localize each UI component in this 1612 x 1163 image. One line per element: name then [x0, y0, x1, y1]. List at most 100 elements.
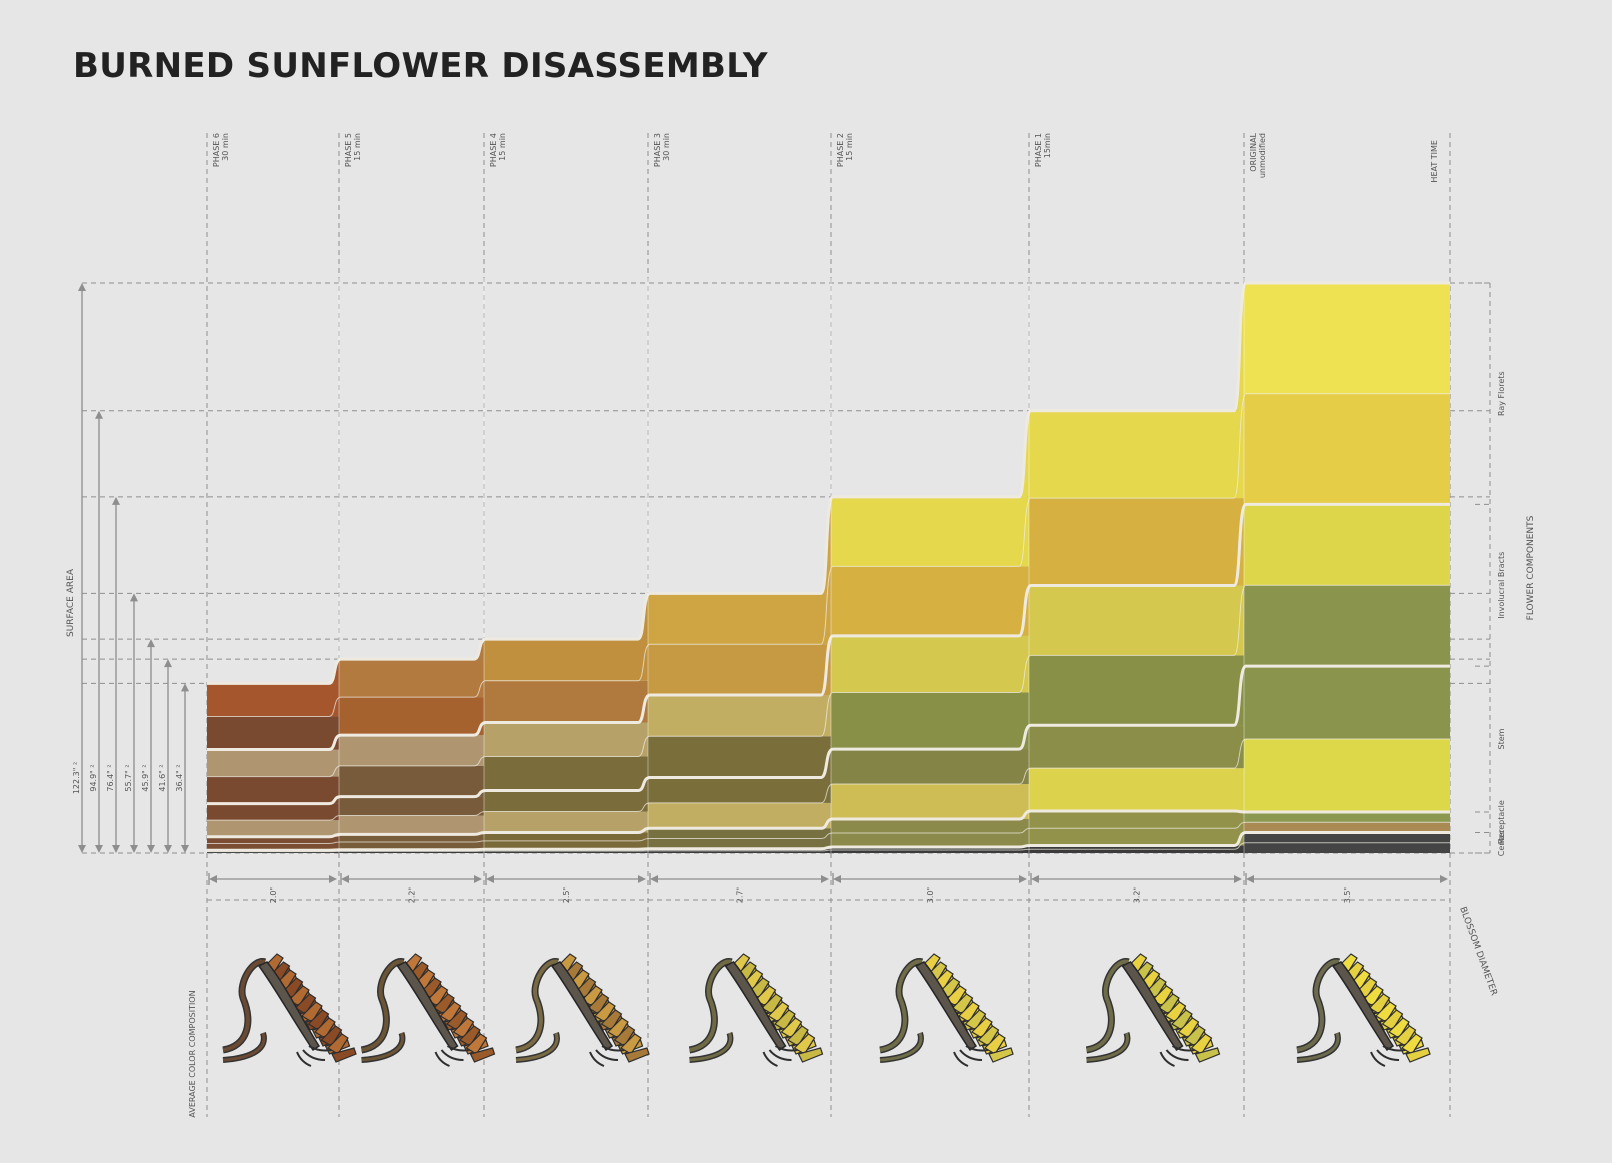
band-involucral-bracts-lower [207, 776, 339, 804]
petal [1405, 1047, 1431, 1063]
chart-title: BURNED SUNFLOWER DISASSEMBLY [73, 46, 768, 86]
petal [594, 1001, 616, 1023]
arrow-head-right [1019, 875, 1027, 883]
band-stem-upper [1244, 666, 1450, 740]
band-involucral-bracts-lower [1029, 655, 1244, 726]
phase-label: PHASE 6 [212, 133, 221, 167]
arrow-head-up [95, 410, 103, 419]
separator-line [207, 664, 1450, 806]
arrow-head-down [164, 845, 172, 853]
petal [774, 1009, 796, 1031]
arrow-head-right [474, 875, 482, 883]
arrow-head-left [1246, 875, 1254, 883]
petal [1388, 1017, 1410, 1039]
band-ray-florets-upper [1244, 283, 1450, 394]
band-separators [207, 278, 1450, 853]
seed-head [396, 961, 459, 1052]
sunflower-icon [222, 953, 357, 1067]
band-ray-florets-upper [648, 593, 831, 645]
petal [793, 1033, 816, 1055]
heat-time-value: 15 min [498, 133, 507, 161]
arrow-head-up [78, 283, 86, 291]
petal [600, 1009, 623, 1031]
petal [1362, 985, 1384, 1007]
band-stem-upper [1029, 725, 1244, 769]
petal [780, 1017, 803, 1039]
band-stem-lower [1244, 739, 1450, 812]
heat-time-value: 30 min [662, 133, 671, 161]
petal [433, 993, 455, 1015]
band-stem-upper [207, 803, 339, 821]
petal [288, 985, 310, 1007]
stem-fill [222, 959, 266, 1052]
petal [613, 1025, 636, 1047]
surface-area-value: 122.3" ² [72, 762, 81, 794]
petal [294, 993, 317, 1015]
petal [951, 993, 974, 1015]
leaf-stem-fill [1296, 1032, 1340, 1062]
petal [314, 1017, 336, 1039]
band-stem-lower [207, 820, 339, 837]
sunflower-icon [1085, 953, 1221, 1067]
heat-time-value: 15min [1043, 133, 1052, 158]
arrow-head-right [638, 875, 646, 883]
petal [1394, 1025, 1417, 1047]
leaf-stem-fill [222, 1032, 266, 1062]
sunflower-icon [879, 953, 1014, 1067]
bract-lines [296, 1045, 332, 1067]
phase-label: PHASE 4 [489, 133, 498, 167]
diameter-value: 3.2" [1133, 887, 1142, 903]
diameter-value: 2.7" [736, 887, 745, 903]
seed-head [724, 961, 787, 1052]
component-label: Center [1497, 829, 1506, 857]
band-ray-florets-lower [831, 566, 1029, 636]
petal [607, 1017, 629, 1039]
seed-head [257, 961, 321, 1052]
petal [1401, 1033, 1423, 1055]
color-composition-label: AVERAGE COLOR COMPOSITION [188, 990, 197, 1117]
diameter-value: 3.0" [926, 887, 935, 903]
band-ray-florets-lower [1029, 498, 1244, 586]
surface-area-value: 76.4" ² [106, 764, 115, 791]
arrow-head-left [341, 875, 349, 883]
surface-area-value: 94.9" ² [89, 764, 98, 791]
petal [452, 1017, 475, 1039]
band-stem-lower [1029, 768, 1244, 812]
stacked-area-bands [207, 283, 1450, 853]
petal [301, 1001, 323, 1023]
band-involucral-bracts-upper [1029, 585, 1244, 656]
petal [984, 1033, 1006, 1055]
phase-label: PHASE 2 [836, 133, 845, 167]
phase-label: ORIGINAL [1249, 132, 1258, 171]
heat-time-value: 15 min [845, 133, 854, 161]
petal [1194, 1047, 1221, 1063]
arrow-head-up [147, 639, 155, 648]
seed-head [914, 961, 978, 1052]
arrow-head-left [833, 875, 841, 883]
band-stem-upper [831, 749, 1029, 785]
band-involucral-bracts-lower [339, 765, 484, 797]
stem-fill [1086, 959, 1130, 1052]
band-involucral-bracts-upper [484, 722, 648, 757]
band-involucral-bracts-lower [648, 736, 831, 778]
band-ray-florets-lower [648, 644, 831, 696]
phase-label: PHASE 3 [653, 133, 662, 167]
petal [320, 1025, 343, 1047]
diameter-value: 2.5" [562, 887, 571, 903]
band-involucral-bracts-lower [484, 756, 648, 791]
sunflower-icon [360, 953, 496, 1067]
stem-fill [689, 959, 733, 1052]
band-receptacle-upper [1244, 811, 1450, 823]
band-involucral-bracts-lower [1244, 585, 1450, 667]
band-involucral-bracts-upper [1244, 504, 1450, 586]
separator-line [207, 809, 1450, 839]
petal [439, 1001, 462, 1023]
component-label: Involucral Bracts [1497, 552, 1506, 619]
sunflower-icon [515, 953, 650, 1067]
surface-area-value: 45.9" ² [141, 764, 150, 791]
surface-area-value: 55.7" ² [124, 764, 133, 791]
arrow-head-right [1440, 875, 1448, 883]
petal [1158, 993, 1180, 1015]
petal [1171, 1009, 1193, 1031]
